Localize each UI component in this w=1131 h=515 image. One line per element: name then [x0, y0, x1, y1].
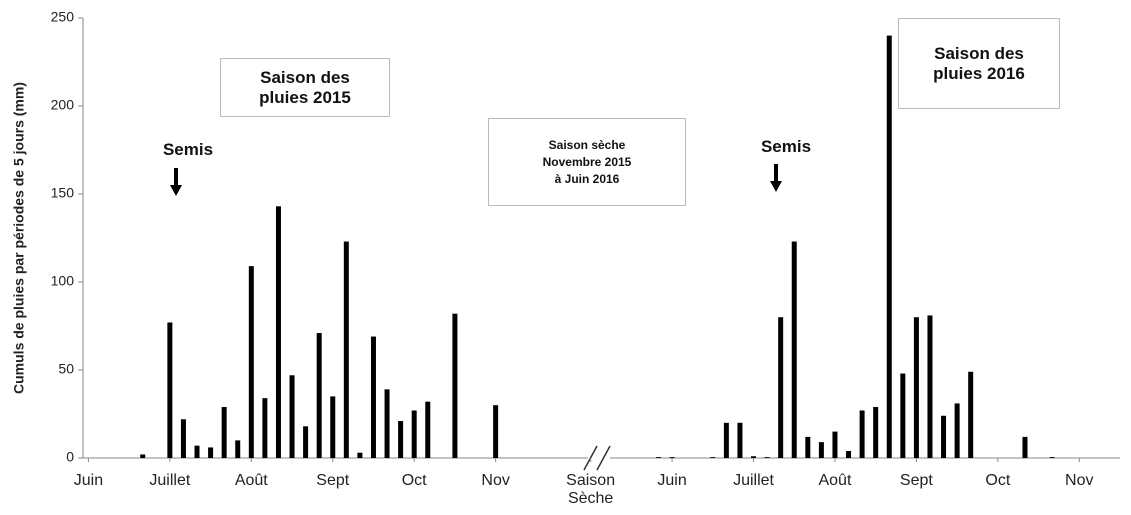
bar	[275, 206, 281, 458]
bar	[873, 406, 879, 458]
bar	[710, 457, 716, 458]
bar	[751, 456, 757, 458]
bar	[289, 375, 295, 458]
y-axis-label: Cumuls de pluies par périodes de 5 jours…	[11, 82, 27, 394]
x-tick-label: Août	[234, 472, 268, 489]
bar	[384, 389, 390, 458]
bar	[723, 422, 729, 458]
bar	[737, 422, 743, 458]
arrow	[770, 164, 782, 192]
bar	[330, 396, 336, 458]
annotation: Saison des pluies 2015	[220, 58, 390, 117]
bar	[913, 317, 919, 458]
bar	[968, 371, 974, 458]
bar	[140, 454, 146, 458]
y-tick-label: 200	[51, 97, 75, 113]
bar	[316, 333, 322, 458]
x-tick-label: Oct	[985, 472, 1011, 489]
bar	[248, 266, 254, 458]
bar	[370, 336, 376, 458]
x-tick-label: Saison Sèche	[566, 472, 616, 507]
bar	[167, 322, 173, 458]
y-tick-label: 250	[51, 9, 75, 25]
x-tick-label: Juin	[73, 472, 104, 489]
y-tick-label: 150	[51, 185, 75, 201]
bar	[180, 419, 186, 458]
bar	[764, 457, 770, 458]
bar	[954, 403, 960, 458]
y-tick-label: 0	[66, 449, 74, 465]
bar	[941, 415, 947, 458]
bar	[859, 410, 865, 458]
bar	[818, 442, 824, 458]
x-tick-label: Oct	[401, 472, 427, 489]
bar	[1049, 457, 1055, 458]
bar	[805, 436, 811, 458]
bar	[656, 457, 662, 458]
bar	[927, 315, 933, 458]
bar	[778, 317, 784, 458]
x-tick-label: Juillet	[733, 472, 774, 489]
bar	[1022, 436, 1028, 458]
bar	[262, 398, 268, 458]
x-tick-label: Nov	[481, 472, 510, 489]
bar	[669, 457, 675, 458]
bar	[452, 313, 458, 458]
bar	[357, 452, 363, 458]
bar	[886, 35, 892, 458]
bar	[303, 426, 309, 458]
y-tick-label: 100	[51, 273, 75, 289]
annotation: Semis	[760, 137, 812, 156]
bar	[398, 421, 404, 458]
bar	[208, 447, 214, 458]
x-tick-label: Sept	[899, 472, 933, 489]
x-tick-label: Nov	[1065, 472, 1094, 489]
bar	[900, 373, 906, 458]
annotation: Semis	[162, 140, 214, 159]
bar	[411, 410, 417, 458]
x-tick-label: Juillet	[149, 472, 191, 489]
bar	[343, 241, 349, 458]
bar	[493, 405, 499, 458]
bar	[235, 440, 241, 458]
annotation: Saison des pluies 2016	[898, 18, 1060, 109]
x-tick-label: Juin	[657, 472, 687, 489]
annotation: Saison sèche Novembre 2015 à Juin 2016	[488, 118, 686, 206]
arrow	[170, 168, 182, 196]
bar	[425, 401, 431, 458]
bar	[791, 241, 797, 458]
bar	[194, 445, 200, 458]
x-tick-label: Sept	[316, 472, 350, 489]
bar	[846, 450, 852, 458]
y-tick-label: 50	[58, 361, 74, 377]
bar	[221, 406, 227, 458]
x-tick-label: Août	[818, 472, 852, 489]
bar	[832, 431, 838, 458]
